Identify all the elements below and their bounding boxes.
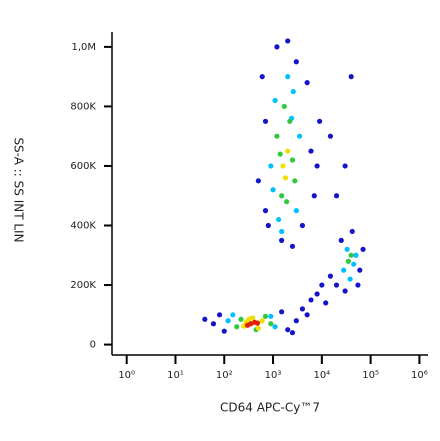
data-point bbox=[317, 118, 323, 124]
data-point bbox=[284, 199, 290, 205]
y-tick-label: 200K bbox=[70, 280, 96, 291]
data-point bbox=[308, 297, 314, 303]
data-point bbox=[274, 44, 280, 50]
data-point bbox=[202, 316, 208, 322]
data-point bbox=[323, 300, 329, 306]
data-point bbox=[265, 222, 271, 229]
data-point bbox=[279, 237, 285, 243]
data-point bbox=[259, 318, 265, 324]
data-point bbox=[314, 291, 320, 297]
data-point bbox=[270, 187, 276, 193]
data-point bbox=[285, 148, 291, 154]
data-point bbox=[319, 282, 325, 288]
x-tick-label: 10⁶ bbox=[411, 370, 428, 381]
y-tick-label: 0 bbox=[90, 340, 96, 351]
data-point bbox=[285, 327, 291, 333]
y-tick-label: 1,0M bbox=[71, 42, 96, 53]
data-point bbox=[292, 178, 298, 184]
data-point bbox=[296, 133, 303, 139]
data-point bbox=[255, 325, 261, 331]
y-tick-label: 800K bbox=[70, 101, 96, 112]
data-point bbox=[348, 252, 354, 258]
x-tick-label: 10⁰ bbox=[118, 370, 135, 381]
data-point bbox=[355, 282, 361, 288]
y-axis-title: SS-A :: SS INT LIN bbox=[12, 137, 26, 242]
data-point bbox=[338, 237, 344, 243]
data-point bbox=[262, 208, 269, 214]
data-point bbox=[210, 321, 217, 327]
data-point bbox=[293, 59, 299, 65]
data-point bbox=[262, 313, 269, 319]
data-point bbox=[221, 328, 227, 334]
x-tick-label: 10⁵ bbox=[362, 370, 379, 381]
data-point bbox=[280, 163, 286, 169]
data-point bbox=[285, 74, 291, 80]
data-point bbox=[351, 261, 357, 267]
data-point bbox=[281, 103, 287, 110]
data-point bbox=[234, 324, 240, 330]
data-point bbox=[262, 118, 269, 124]
data-point bbox=[259, 74, 265, 80]
data-point bbox=[225, 318, 231, 324]
data-point bbox=[333, 282, 340, 288]
data-point bbox=[347, 276, 353, 282]
data-point bbox=[282, 175, 289, 181]
data-point bbox=[299, 222, 306, 229]
data-point bbox=[274, 133, 280, 139]
data-point bbox=[360, 246, 366, 252]
data-point bbox=[327, 273, 334, 279]
data-point bbox=[244, 322, 251, 328]
data-point bbox=[349, 228, 355, 235]
data-point bbox=[353, 252, 359, 258]
data-point bbox=[277, 151, 283, 157]
data-point bbox=[279, 228, 285, 235]
data-point bbox=[279, 193, 285, 199]
data-point bbox=[345, 258, 351, 264]
x-tick-label: 10¹ bbox=[167, 370, 184, 381]
data-point bbox=[290, 88, 296, 95]
data-point bbox=[342, 163, 348, 169]
data-point bbox=[342, 288, 348, 294]
data-point bbox=[293, 208, 299, 214]
data-point bbox=[230, 312, 236, 318]
data-point bbox=[299, 306, 306, 312]
x-tick-label: 10⁴ bbox=[313, 370, 330, 381]
data-point bbox=[272, 97, 278, 104]
data-point bbox=[268, 163, 274, 169]
data-point bbox=[333, 193, 340, 199]
data-point bbox=[293, 318, 299, 324]
data-point bbox=[341, 267, 347, 273]
x-tick-label: 10³ bbox=[265, 370, 282, 381]
data-point bbox=[268, 313, 274, 319]
data-point bbox=[289, 243, 296, 249]
data-point bbox=[314, 163, 320, 169]
x-tick-label: 10² bbox=[216, 370, 233, 381]
data-point bbox=[344, 246, 350, 252]
data-point bbox=[348, 74, 354, 80]
x-axis-title: CD64 APC-Cy™7 bbox=[220, 401, 320, 415]
data-point bbox=[289, 330, 296, 336]
data-point bbox=[276, 216, 282, 223]
data-point bbox=[304, 312, 310, 318]
data-point bbox=[357, 267, 363, 273]
y-tick-label: 400K bbox=[70, 221, 96, 232]
data-point bbox=[279, 309, 285, 315]
data-point bbox=[216, 312, 223, 318]
data-point bbox=[311, 193, 317, 199]
data-point bbox=[238, 316, 244, 322]
y-tick-label: 600K bbox=[70, 161, 96, 172]
data-point bbox=[289, 157, 296, 163]
data-point bbox=[304, 80, 310, 86]
data-point bbox=[272, 324, 278, 330]
data-point bbox=[285, 38, 291, 44]
data-point bbox=[255, 178, 261, 184]
data-point bbox=[308, 148, 314, 154]
data-point bbox=[254, 320, 261, 326]
data-point bbox=[268, 321, 274, 327]
data-point bbox=[287, 118, 293, 124]
data-point bbox=[327, 133, 334, 139]
